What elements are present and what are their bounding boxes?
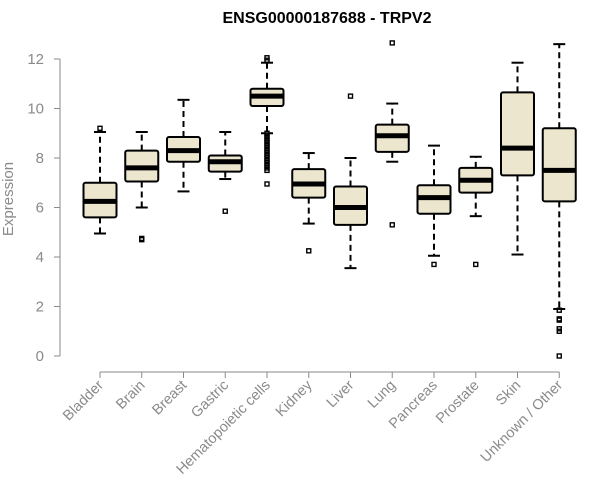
y-tick-label: 0 xyxy=(36,348,44,365)
box-iqr xyxy=(541,127,577,203)
x-tick-label: Brain xyxy=(113,378,148,413)
x-tick-label: Bladder xyxy=(60,377,107,424)
outlier-point xyxy=(264,57,270,63)
y-tick-label: 10 xyxy=(27,101,44,118)
y-axis: 0 2 4 6 8 10 12 xyxy=(27,51,61,365)
outlier-point xyxy=(264,181,270,187)
outlier-point xyxy=(556,317,562,323)
outlier-point xyxy=(347,93,354,99)
outlier-point xyxy=(556,328,562,334)
box-group xyxy=(291,152,327,254)
x-tick-label: Liver xyxy=(324,377,358,411)
outlier-point xyxy=(556,353,562,359)
x-tick-label: Prostate xyxy=(433,378,482,427)
outlier-point xyxy=(97,125,103,132)
box-group xyxy=(124,131,160,243)
box-group xyxy=(166,98,201,193)
outlier-point xyxy=(473,261,479,268)
y-tick-label: 12 xyxy=(27,51,44,68)
outlier-point xyxy=(264,167,270,174)
y-tick-label: 8 xyxy=(36,150,44,167)
box-iqr xyxy=(500,91,535,177)
x-tick-label: Skin xyxy=(493,378,524,409)
box-group xyxy=(458,155,494,268)
box-group xyxy=(82,125,118,235)
y-tick-label: 2 xyxy=(36,299,44,316)
box-group xyxy=(207,131,243,214)
chart-title: ENSG00000187688 - TRPV2 xyxy=(222,10,431,27)
box-group xyxy=(249,55,285,187)
x-tick-label: Kidney xyxy=(273,377,316,420)
outlier-point xyxy=(139,236,145,243)
outlier-point xyxy=(556,307,562,313)
outlier-point xyxy=(431,261,437,268)
outlier-point xyxy=(389,222,395,228)
box-group xyxy=(416,144,452,268)
box-group xyxy=(500,61,535,256)
y-tick-label: 4 xyxy=(36,249,44,266)
outlier-point xyxy=(222,208,228,214)
box-group xyxy=(374,40,410,228)
y-tick-label: 6 xyxy=(36,200,44,217)
outlier-point xyxy=(389,40,395,46)
x-tick-label: Breast xyxy=(149,378,190,419)
y-axis-label: Expression xyxy=(0,162,17,236)
box-group xyxy=(333,93,368,270)
box-series xyxy=(82,40,577,359)
outlier-point xyxy=(306,248,312,254)
x-tick-label: Lung xyxy=(365,378,399,412)
box-group xyxy=(541,43,577,359)
